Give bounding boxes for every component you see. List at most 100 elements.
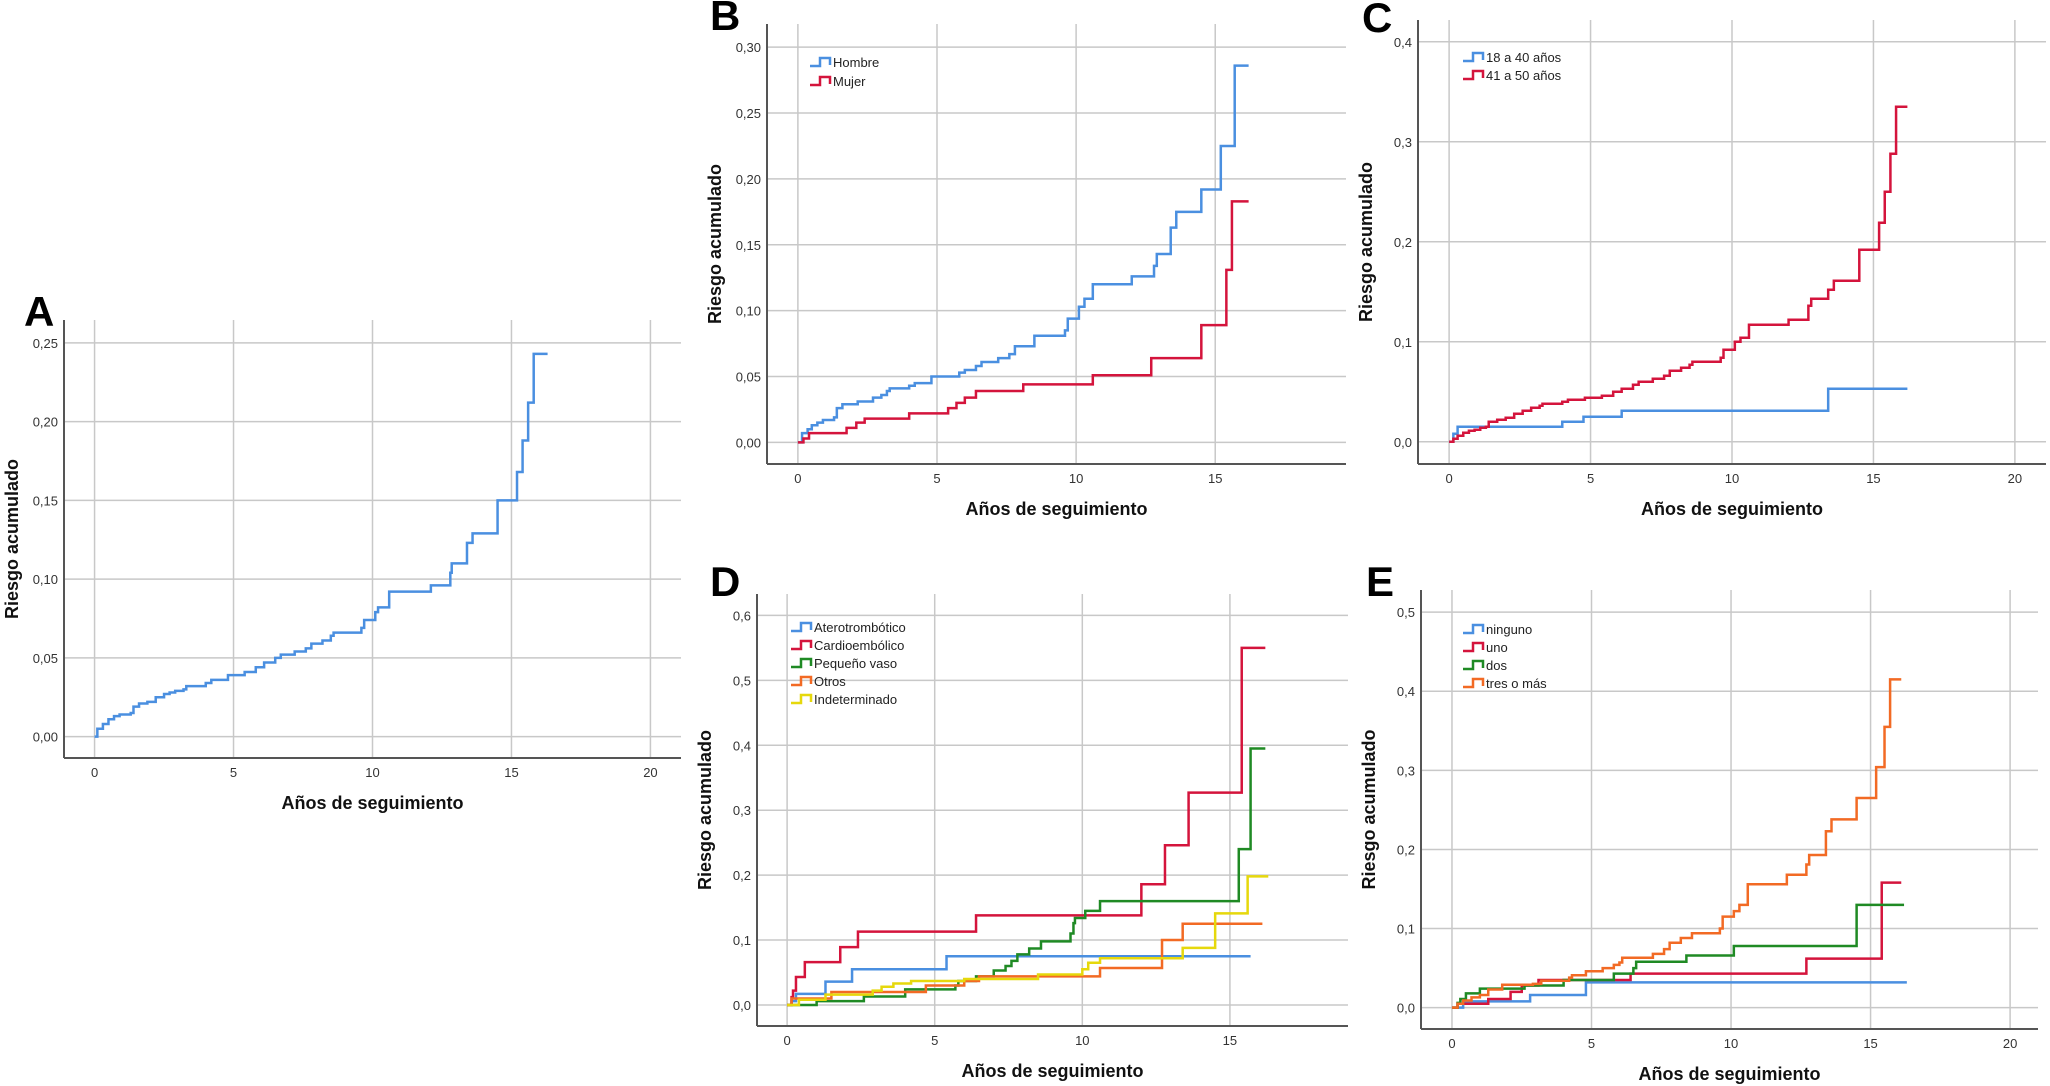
x-tick-label: 15 xyxy=(504,765,518,780)
x-tick-label: 0 xyxy=(1448,1036,1455,1051)
series-line xyxy=(94,352,548,738)
y-tick-label: 0,10 xyxy=(736,304,761,319)
panel-e: 0,0 0,1 0,2 0,3 0,4 0,5 0 5 10 15 20 ninguno uno dos t… xyxy=(1359,558,2038,1084)
x-axis-title: Años de seguimiento xyxy=(965,499,1147,519)
y-tick-label: 0,00 xyxy=(736,435,761,450)
y-tick-label: 0,2 xyxy=(1397,842,1415,857)
x-tick-label: 20 xyxy=(643,765,657,780)
y-tick-label: 0,4 xyxy=(1394,35,1412,50)
series-line-dos xyxy=(1451,903,1905,1009)
x-tick-label: 10 xyxy=(365,765,379,780)
legend-label: Cardioembólico xyxy=(814,638,904,653)
x-tick-label: 0 xyxy=(794,471,801,486)
series-line-hombre xyxy=(797,64,1249,444)
panel-b: 0,00 0,05 0,10 0,15 0,20 0,25 0,30 0 5 10 15 Hombre… xyxy=(705,0,1346,519)
series-line-41-a-50-años xyxy=(1449,105,1908,444)
y-tick-label: 0,25 xyxy=(736,106,761,121)
x-tick-label: 5 xyxy=(931,1033,938,1048)
legend-label: Mujer xyxy=(833,74,866,89)
series-line-indeterminado xyxy=(787,875,1269,1007)
series-line-tres-o-más xyxy=(1451,678,1902,1009)
x-tick-label: 15 xyxy=(1866,471,1880,486)
series-line-cardioembólico xyxy=(787,646,1266,1007)
panel-letter: A xyxy=(24,288,54,335)
y-tick-label: 0,3 xyxy=(733,803,751,818)
y-tick-label: 0,2 xyxy=(1394,235,1412,250)
panel-letter: E xyxy=(1366,558,1394,605)
legend-swatch xyxy=(791,621,813,633)
legend-swatch xyxy=(810,56,832,68)
legend-label: 41 a 50 años xyxy=(1486,68,1562,83)
x-tick-label: 0 xyxy=(91,765,98,780)
panel-c: 0,0 0,1 0,2 0,3 0,4 0 5 10 15 20 18 a 40 años 41 a … xyxy=(1356,0,2046,519)
x-tick-label: 15 xyxy=(1208,471,1222,486)
y-tick-label: 0,3 xyxy=(1397,763,1415,778)
y-tick-label: 0,1 xyxy=(1394,335,1412,350)
legend-swatch xyxy=(791,639,813,651)
x-tick-label: 10 xyxy=(1724,1036,1738,1051)
x-tick-label: 0 xyxy=(783,1033,790,1048)
series-line-mujer xyxy=(797,200,1249,444)
y-tick-label: 0,0 xyxy=(733,998,751,1013)
legend: Aterotrombótico Cardioembólico Pequeño vas… xyxy=(791,620,906,707)
x-axis-title: Años de seguimiento xyxy=(1641,499,1823,519)
x-tick-label: 0 xyxy=(1445,471,1452,486)
legend-label: Hombre xyxy=(833,55,879,70)
y-axis-title: Riesgo acumulado xyxy=(695,730,715,890)
legend-swatch xyxy=(791,693,813,705)
series-line-pequeño-vaso xyxy=(787,747,1266,1007)
y-tick-label: 0,20 xyxy=(736,172,761,187)
y-tick-label: 0,10 xyxy=(33,572,58,587)
legend-swatch xyxy=(791,657,813,669)
y-tick-label: 0,05 xyxy=(33,651,58,666)
panel-letter: C xyxy=(1362,0,1392,41)
x-tick-label: 5 xyxy=(933,471,940,486)
legend-label: Pequeño vaso xyxy=(814,656,897,671)
legend: 18 a 40 años 41 a 50 años xyxy=(1463,50,1562,83)
legend-label: dos xyxy=(1486,658,1507,673)
legend-swatch xyxy=(1463,677,1485,689)
x-axis-title: Años de seguimiento xyxy=(961,1061,1143,1081)
x-tick-label: 10 xyxy=(1725,471,1739,486)
legend-swatch xyxy=(1463,623,1485,635)
x-tick-label: 15 xyxy=(1863,1036,1877,1051)
legend-label: 18 a 40 años xyxy=(1486,50,1562,65)
x-tick-label: 20 xyxy=(2008,471,2022,486)
panel-a: 0,00 0,05 0,10 0,15 0,20 0,25 0 5 10 15 20 Años de … xyxy=(2,288,681,813)
y-tick-label: 0,2 xyxy=(733,868,751,883)
legend-swatch xyxy=(810,75,832,87)
legend-label: uno xyxy=(1486,640,1508,655)
y-tick-label: 0,3 xyxy=(1394,135,1412,150)
y-tick-label: 0,25 xyxy=(33,336,58,351)
legend-label: Otros xyxy=(814,674,846,689)
y-tick-label: 0,5 xyxy=(1397,605,1415,620)
y-tick-label: 0,0 xyxy=(1397,1001,1415,1016)
y-tick-label: 0,1 xyxy=(733,933,751,948)
panel-d: 0,0 0,1 0,2 0,3 0,4 0,5 0,6 0 5 10 15 Aterotrombóti… xyxy=(695,558,1348,1081)
x-tick-label: 5 xyxy=(1587,471,1594,486)
y-tick-label: 0,20 xyxy=(33,415,58,430)
y-tick-label: 0,6 xyxy=(733,608,751,623)
y-axis-title: Riesgo acumulado xyxy=(1359,729,1379,889)
y-tick-label: 0,1 xyxy=(1397,922,1415,937)
panel-letter: D xyxy=(710,558,740,605)
legend-swatch xyxy=(1463,51,1485,63)
x-tick-label: 15 xyxy=(1223,1033,1237,1048)
legend-label: ninguno xyxy=(1486,622,1532,637)
y-tick-label: 0,15 xyxy=(33,493,58,508)
legend-swatch xyxy=(791,675,813,687)
x-tick-label: 20 xyxy=(2003,1036,2017,1051)
legend-swatch xyxy=(1463,69,1485,81)
y-tick-label: 0,05 xyxy=(736,370,761,385)
series-line-18-a-40-años xyxy=(1449,387,1908,444)
legend-label: Aterotrombótico xyxy=(814,620,906,635)
series-line-aterotrombótico xyxy=(787,955,1251,1007)
legend-swatch xyxy=(1463,659,1485,671)
legend-swatch xyxy=(1463,641,1485,653)
legend: Hombre Mujer xyxy=(810,55,879,89)
x-axis-title: Años de seguimiento xyxy=(281,793,463,813)
y-tick-label: 0,5 xyxy=(733,673,751,688)
x-axis-title: Años de seguimiento xyxy=(1638,1064,1820,1084)
y-tick-label: 0,4 xyxy=(1397,684,1415,699)
